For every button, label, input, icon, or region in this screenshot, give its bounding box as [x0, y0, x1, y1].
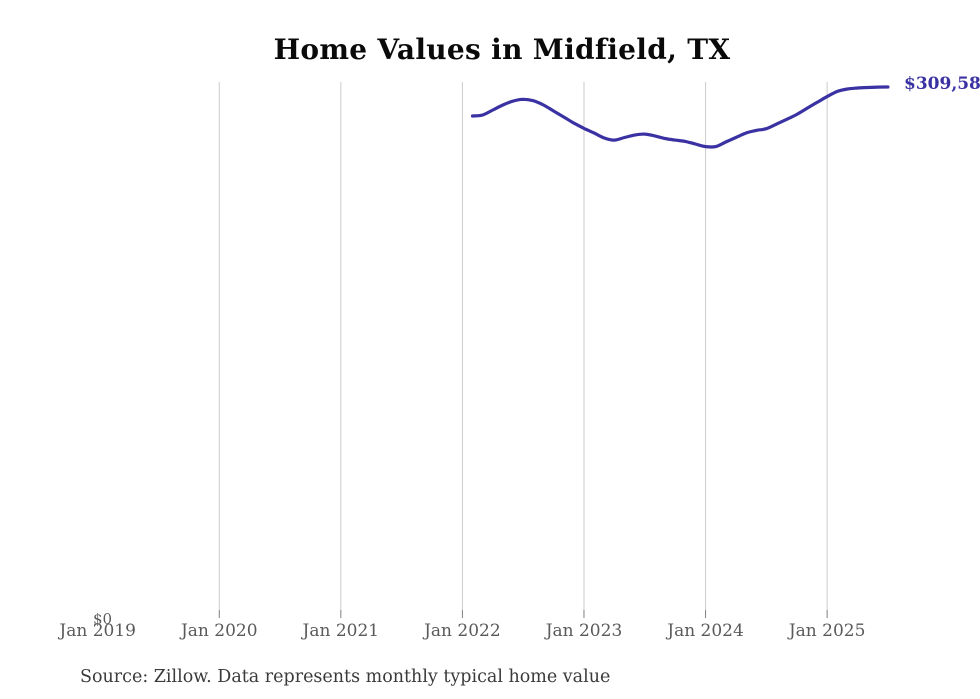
x-axis-label: Jan 2024	[665, 621, 744, 641]
x-axis-label: Jan 2022	[422, 621, 501, 641]
last-value-label: $309,581	[904, 74, 980, 94]
x-axis-label: Jan 2025	[787, 621, 866, 641]
source-note: Source: Zillow. Data represents monthly …	[80, 667, 611, 687]
x-axis-label: Jan 2019	[57, 621, 136, 641]
y-axis-zero-label: $0	[93, 610, 113, 628]
home-value-line	[470, 85, 890, 149]
x-axis-label: Jan 2020	[179, 621, 258, 641]
x-axis-label: Jan 2021	[301, 621, 380, 641]
x-axis-label: Jan 2023	[544, 621, 623, 641]
chart-title: Home Values in Midfield, TX	[273, 33, 731, 66]
